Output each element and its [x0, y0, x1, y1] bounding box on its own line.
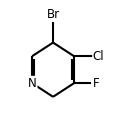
Text: N: N: [28, 77, 37, 90]
Text: Cl: Cl: [93, 50, 104, 63]
Text: F: F: [92, 77, 99, 90]
Text: Br: Br: [46, 8, 60, 22]
